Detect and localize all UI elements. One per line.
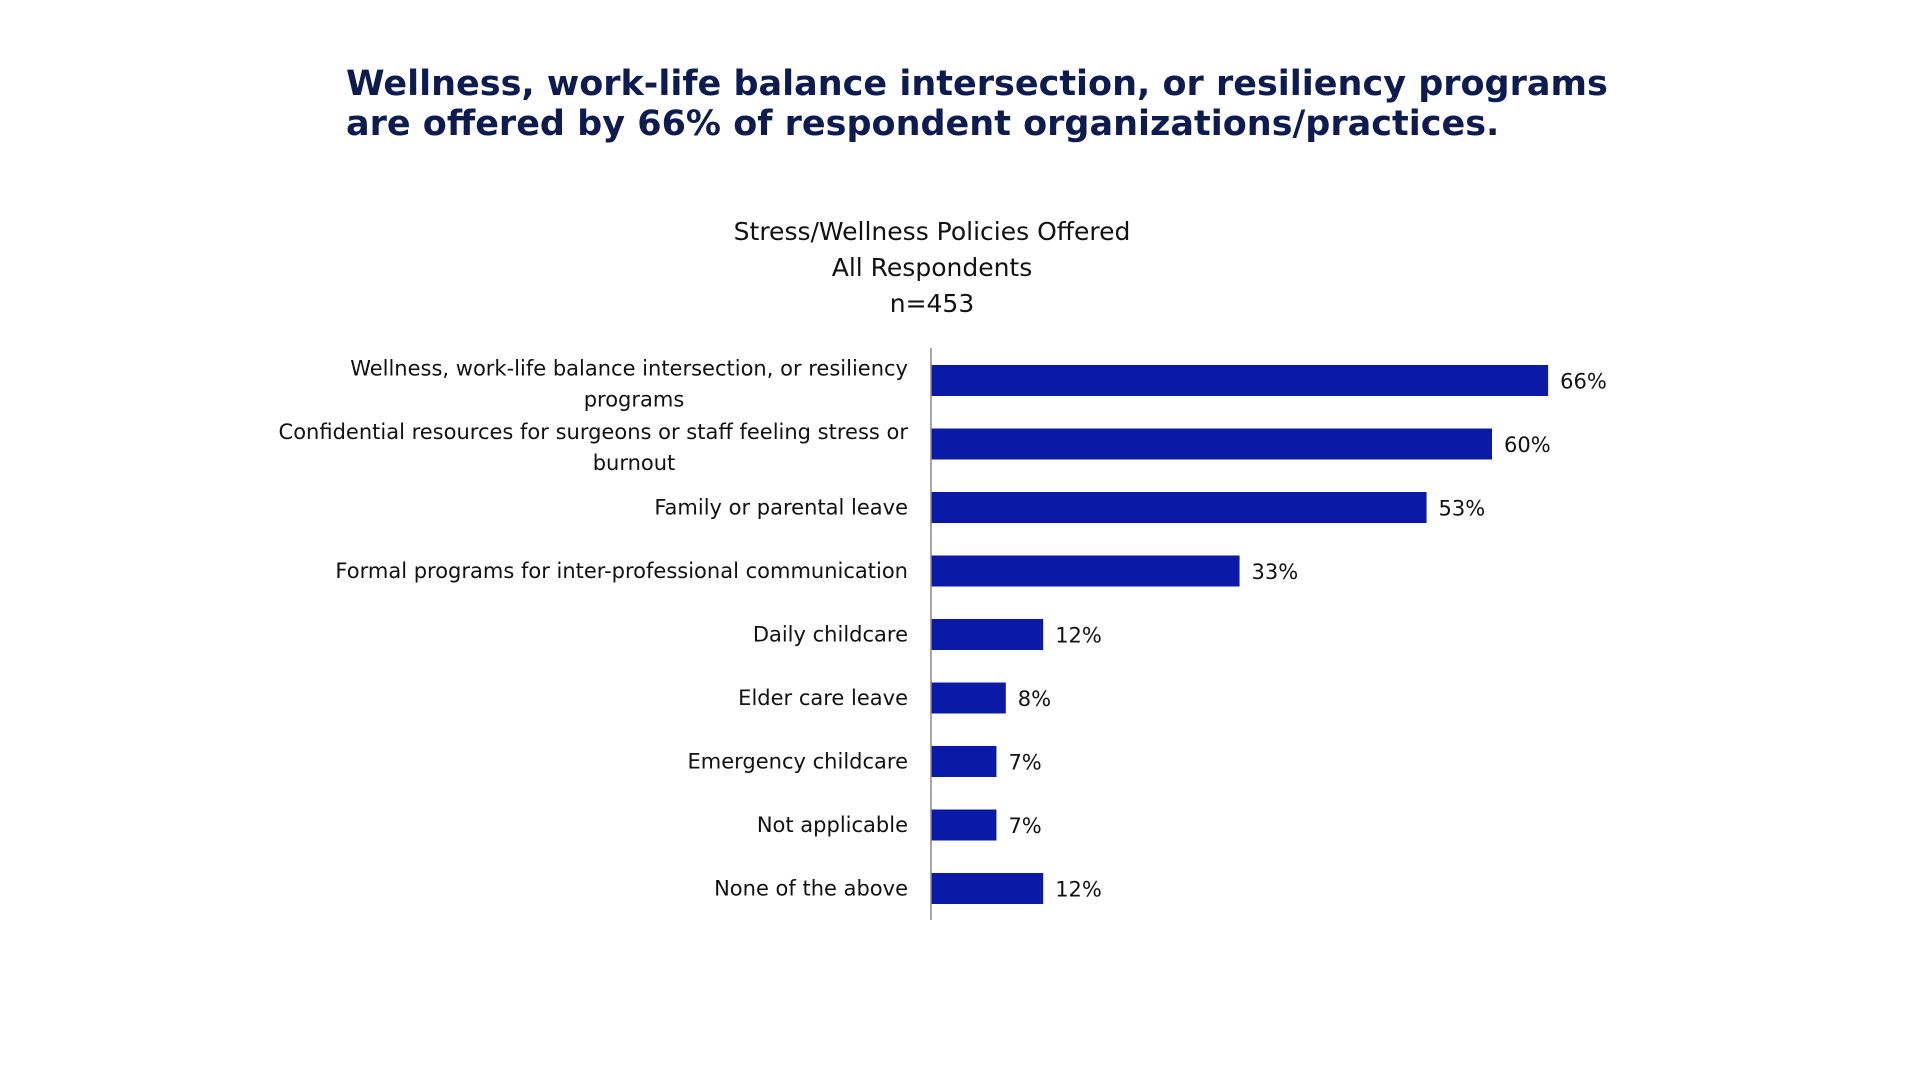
bar-3 <box>931 492 1427 523</box>
bar-5 <box>931 619 1044 650</box>
data-label-5: 12% <box>1055 624 1102 648</box>
category-label-2-line-2: burnout <box>593 451 676 475</box>
bar-9 <box>931 873 1044 904</box>
data-label-1: 66% <box>1560 370 1607 394</box>
chart-sample-size: n=453 <box>889 289 975 318</box>
bar-7 <box>931 746 997 777</box>
bar-1 <box>931 365 1549 396</box>
bar-4 <box>931 555 1240 587</box>
category-label-9: None of the above <box>714 877 908 901</box>
category-label-7: Emergency childcare <box>688 750 908 774</box>
data-label-9: 12% <box>1055 878 1102 902</box>
chart-heading: Stress/Wellness Policies Offered All Res… <box>732 214 1132 322</box>
headline-line-2: are offered by 66% of respondent organiz… <box>346 104 1500 144</box>
category-label-6: Elder care leave <box>738 686 908 710</box>
category-label-2-line-1: Confidential resources for surgeons or s… <box>279 420 909 444</box>
category-label-1-line-2: programs <box>584 388 685 412</box>
data-label-6: 8% <box>1018 687 1051 711</box>
chart-title: Stress/Wellness Policies Offered <box>733 217 1131 246</box>
category-label-3: Family or parental leave <box>654 496 908 520</box>
data-label-3: 53% <box>1439 497 1486 521</box>
data-label-2: 60% <box>1504 433 1551 457</box>
headline: Wellness, work-life balance intersection… <box>346 64 1746 144</box>
bar-6 <box>931 682 1006 714</box>
category-label-5: Daily childcare <box>753 623 908 647</box>
category-label-4: Formal programs for inter-professional c… <box>335 559 908 583</box>
category-label-8: Not applicable <box>757 813 908 837</box>
data-label-4: 33% <box>1252 560 1299 584</box>
bar-2 <box>931 428 1492 460</box>
headline-line-1: Wellness, work-life balance intersection… <box>346 64 1608 104</box>
data-label-8: 7% <box>1008 814 1041 838</box>
category-label-1-line-1: Wellness, work-life balance intersection… <box>350 357 908 381</box>
chart-subtitle: All Respondents <box>831 253 1033 282</box>
data-label-7: 7% <box>1008 751 1041 775</box>
bar-8 <box>931 809 997 841</box>
